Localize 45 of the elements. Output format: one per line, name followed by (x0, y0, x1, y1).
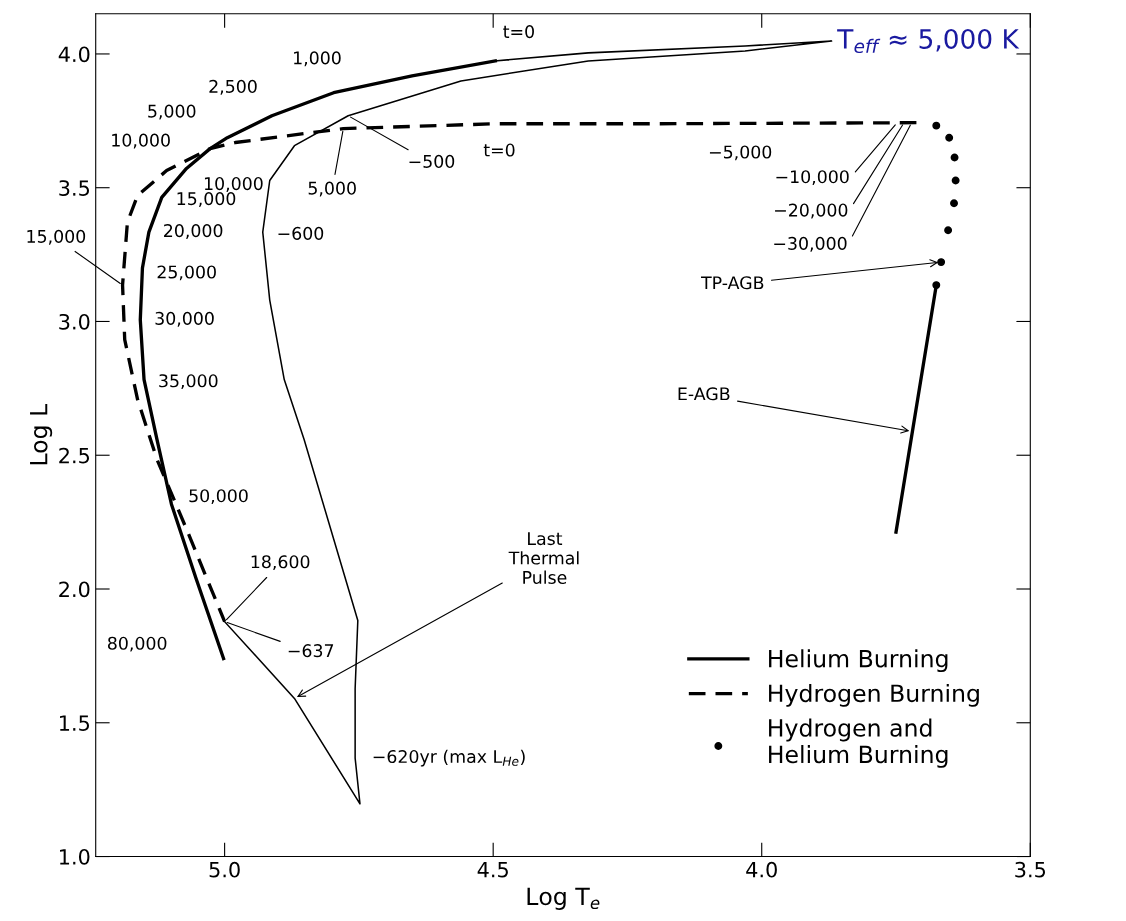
annotation: −620yr (max L$_{He}$) (373, 749, 525, 767)
legend-label: Hydrogen Burning (769, 683, 979, 707)
x-tick-label: 3.5 (1015, 861, 1046, 878)
annotation: −5,000 (709, 145, 772, 161)
y-axis-title: Log L (30, 403, 53, 465)
annotation: −10,000 (776, 170, 849, 186)
annotation: −30,000 (774, 236, 847, 252)
annotation: 10,000 (204, 177, 263, 192)
y-tick-label: 1.0 (60, 848, 90, 865)
annotation: −637 (288, 644, 334, 658)
annotation: TP-AGB (701, 276, 764, 290)
x-tick-label: 5.0 (209, 861, 240, 878)
x-tick-label: 4.5 (477, 862, 508, 878)
annotation: 15,000 (177, 192, 236, 207)
y-tick-label: 1.5 (60, 715, 90, 731)
annotation: 80,000 (107, 636, 167, 652)
x-axis-title: Log T$_{e}$ (527, 887, 600, 910)
annotation: t=0 (503, 25, 534, 39)
annotation: 18,600 (251, 555, 310, 571)
annotation: E-AGB (678, 387, 730, 401)
annotation: −20,000 (775, 203, 848, 219)
y-tick-label: 2.0 (59, 581, 90, 598)
y-tick-label: 4.0 (58, 46, 90, 63)
annotation: 15,000 (27, 229, 86, 245)
annotation: 50,000 (189, 489, 248, 505)
legend-label: Hydrogen and Helium Burning (769, 718, 948, 768)
legend-label: Helium Burning (769, 649, 948, 673)
annotation: 2,500 (209, 79, 257, 95)
annotation: 20,000 (164, 224, 223, 239)
annotation: 10,000 (112, 133, 170, 149)
annotation: −600 (278, 226, 324, 240)
annotation: 35,000 (159, 374, 218, 390)
annotation: 5,000 (148, 104, 196, 120)
x-tick-label: 4.0 (746, 861, 777, 878)
annotation: 25,000 (157, 265, 216, 281)
annotation: t=0 (483, 143, 515, 157)
annotation: 1,000 (294, 51, 341, 67)
annotation: Last Thermal Pulse (508, 532, 579, 585)
annotation: −500 (409, 154, 455, 168)
y-tick-label: 3.0 (59, 313, 90, 330)
annotation: 30,000 (155, 311, 214, 327)
annotation: 5,000 (308, 181, 356, 197)
y-tick-label: 3.5 (59, 180, 90, 196)
y-tick-label: 2.5 (59, 447, 90, 464)
annotation: T$_{eff}$ ≈ 5,000 K (837, 28, 1020, 54)
